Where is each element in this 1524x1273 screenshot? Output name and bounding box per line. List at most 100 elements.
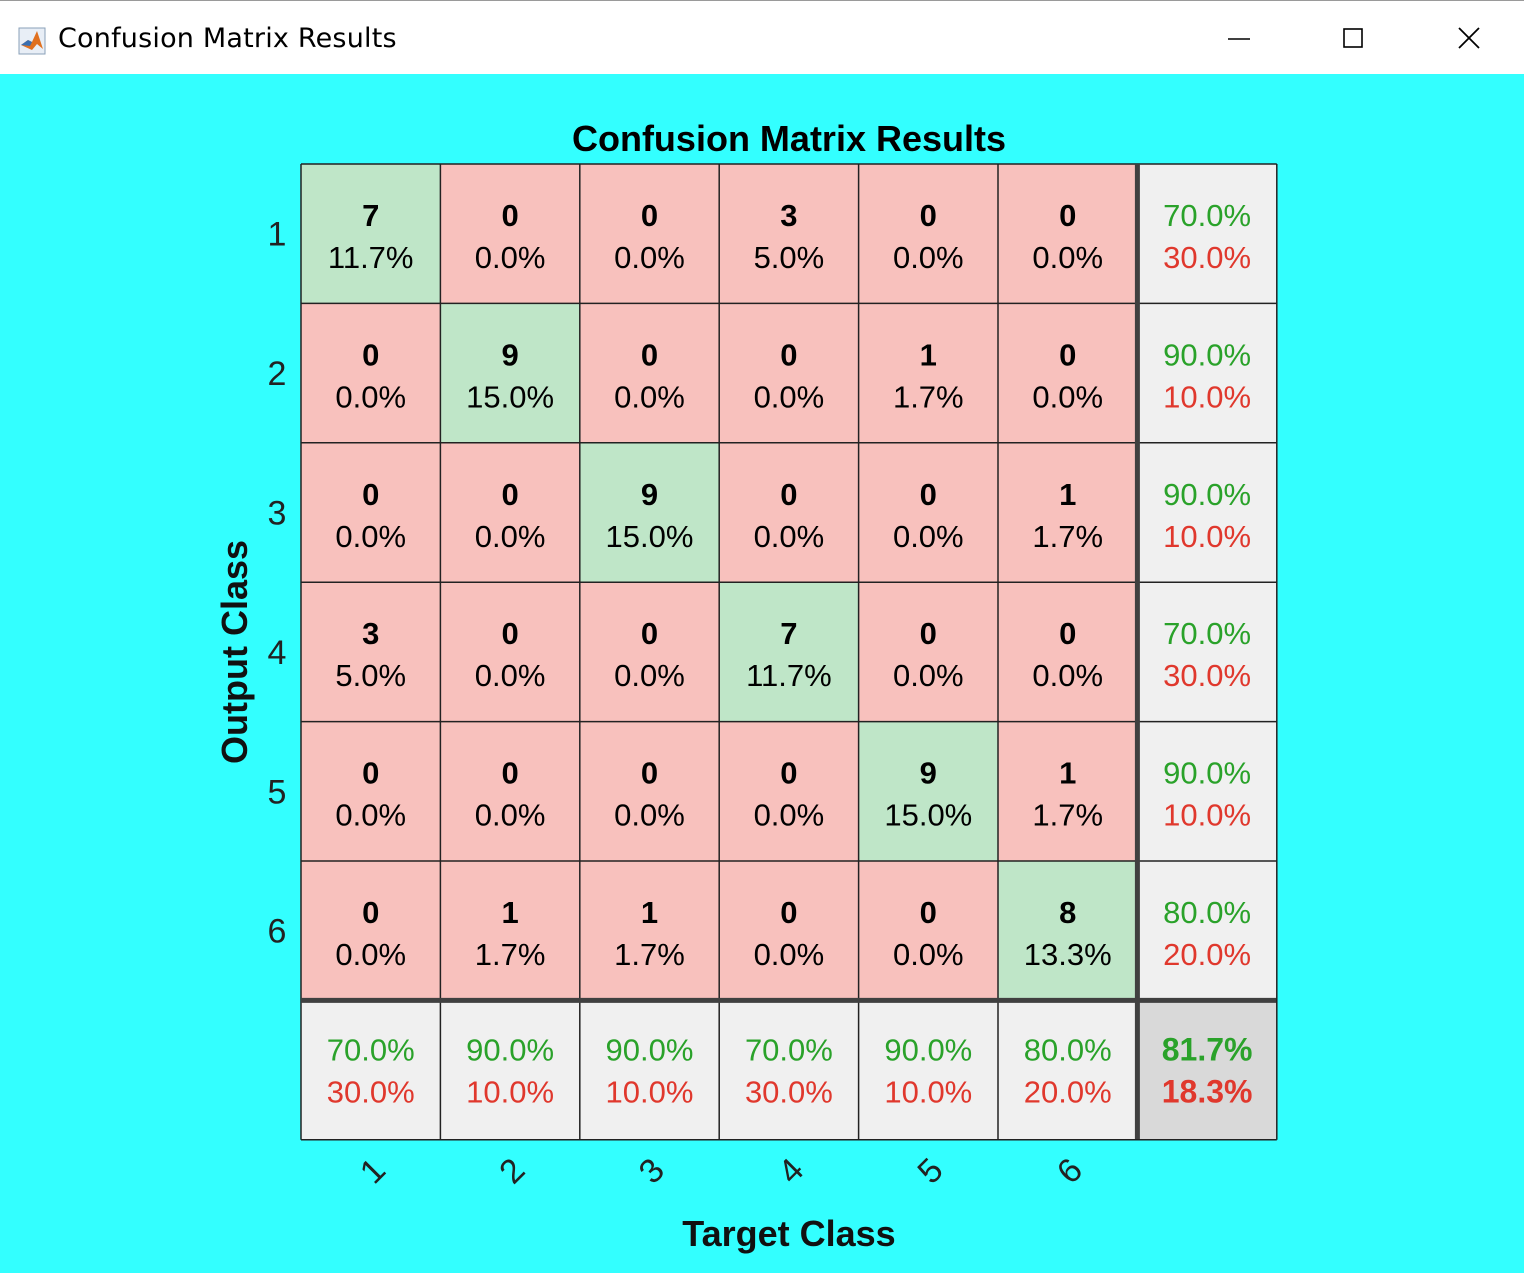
cell-percent: 0.0%: [335, 379, 406, 414]
column-summary-cell: 70.0% 30.0%: [719, 1000, 859, 1140]
cell-count: 3: [362, 616, 379, 651]
title-bar: Confusion Matrix Results: [0, 0, 1524, 74]
minimize-button[interactable]: [1181, 1, 1297, 75]
cell-background: [719, 582, 859, 722]
cell-count: 0: [780, 756, 797, 791]
cell-percent: 0.0%: [893, 937, 964, 972]
y-tick-label: 6: [268, 913, 287, 951]
cell-background: [579, 861, 720, 1001]
cell-percent: 0.0%: [893, 658, 964, 693]
cell-percent: 0.0%: [754, 519, 825, 554]
matrix-cell: 1 1.7%: [998, 721, 1138, 861]
cell-count: 0: [641, 198, 658, 233]
cell-count: 0: [641, 756, 658, 791]
cell-background: [998, 861, 1138, 1001]
cell-percent: 11.7%: [328, 240, 414, 275]
column-incorrect-percent: 30.0%: [327, 1074, 415, 1109]
row-summary-cell: 90.0% 10.0%: [1137, 442, 1277, 583]
cell-background: [579, 164, 720, 304]
matrix-cell: 0 0.0%: [440, 582, 580, 722]
overall-incorrect: 18.3%: [1162, 1073, 1253, 1109]
cell-background: [440, 303, 580, 443]
y-tick-label: 4: [268, 634, 287, 672]
x-tick-label: 1: [353, 1151, 393, 1191]
cell-background: [440, 164, 580, 304]
cell-background: [719, 861, 859, 1001]
close-button[interactable]: [1411, 1, 1524, 75]
row-correct-percent: 90.0%: [1163, 756, 1251, 791]
cell-count: 1: [1059, 756, 1076, 791]
row-incorrect-percent: 10.0%: [1163, 519, 1251, 554]
cell-count: 7: [780, 616, 797, 651]
row-incorrect-percent: 10.0%: [1163, 379, 1251, 414]
cell-count: 1: [501, 895, 518, 930]
cell-percent: 0.0%: [335, 519, 406, 554]
cell-background: [301, 442, 441, 583]
cell-background: [1137, 1000, 1277, 1140]
cell-background: [998, 1000, 1138, 1140]
matrix-cell: 7 11.7%: [301, 164, 441, 304]
cell-background: [579, 303, 720, 443]
cell-percent: 0.0%: [335, 937, 406, 972]
matrix-cell: 0 0.0%: [301, 721, 441, 861]
matrix-cell: 0 0.0%: [858, 164, 998, 304]
cell-count: 3: [780, 198, 797, 233]
figure-area: Confusion Matrix Results Target Class Ou…: [0, 74, 1524, 1273]
column-incorrect-percent: 10.0%: [466, 1074, 554, 1109]
cell-background: [1137, 721, 1277, 861]
x-tick-label: 5: [910, 1151, 950, 1191]
cell-count: 9: [920, 756, 937, 791]
cell-percent: 0.0%: [475, 798, 546, 833]
matrix-cell: 1 1.7%: [440, 861, 580, 1001]
column-summary-cell: 80.0% 20.0%: [998, 1000, 1138, 1140]
cell-background: [1137, 582, 1277, 722]
matrix-cell: 0 0.0%: [301, 442, 441, 583]
row-incorrect-percent: 20.0%: [1163, 937, 1251, 972]
column-summary-cell: 90.0% 10.0%: [579, 1000, 720, 1140]
cell-count: 0: [1059, 337, 1076, 372]
cell-count: 0: [920, 616, 937, 651]
cell-background: [301, 303, 441, 443]
column-incorrect-percent: 10.0%: [884, 1074, 972, 1109]
matrix-cell: 1 1.7%: [579, 861, 720, 1001]
cell-count: 0: [501, 477, 518, 512]
cell-count: 0: [501, 198, 518, 233]
column-summary-cell: 90.0% 10.0%: [858, 1000, 998, 1140]
cell-background: [1137, 164, 1277, 304]
cell-background: [579, 721, 720, 861]
cell-percent: 0.0%: [475, 519, 546, 554]
cell-background: [440, 582, 580, 722]
maximize-button[interactable]: [1296, 1, 1412, 75]
cell-count: 0: [362, 895, 379, 930]
matrix-cell: 0 0.0%: [579, 164, 720, 304]
overall-accuracy-cell: 81.7% 18.3%: [1137, 1000, 1277, 1140]
matrix-cell: 0 0.0%: [719, 861, 859, 1001]
cell-percent: 0.0%: [335, 798, 406, 833]
cell-count: 0: [920, 198, 937, 233]
cell-background: [998, 582, 1138, 722]
cell-count: 0: [920, 477, 937, 512]
cell-count: 0: [362, 337, 379, 372]
matrix-cell: 9 15.0%: [440, 303, 580, 443]
cell-count: 0: [362, 477, 379, 512]
cell-background: [301, 164, 441, 304]
matrix-cell: 0 0.0%: [440, 442, 580, 583]
row-incorrect-percent: 30.0%: [1163, 240, 1251, 275]
cell-percent: 5.0%: [754, 240, 825, 275]
matrix-cell: 0 0.0%: [301, 303, 441, 443]
cell-background: [579, 442, 720, 583]
cell-background: [301, 1000, 441, 1140]
cell-percent: 0.0%: [614, 658, 685, 693]
cell-percent: 0.0%: [754, 937, 825, 972]
cell-background: [301, 861, 441, 1001]
cell-count: 8: [1059, 895, 1076, 930]
row-summary-cell: 70.0% 30.0%: [1137, 164, 1277, 304]
cell-percent: 15.0%: [884, 798, 972, 833]
matrix-cell: 8 13.3%: [998, 861, 1138, 1001]
cell-percent: 1.7%: [1032, 519, 1103, 554]
cell-background: [1137, 442, 1277, 583]
cell-percent: 0.0%: [614, 240, 685, 275]
cell-percent: 13.3%: [1024, 937, 1112, 972]
cell-background: [858, 1000, 998, 1140]
cell-background: [719, 303, 859, 443]
